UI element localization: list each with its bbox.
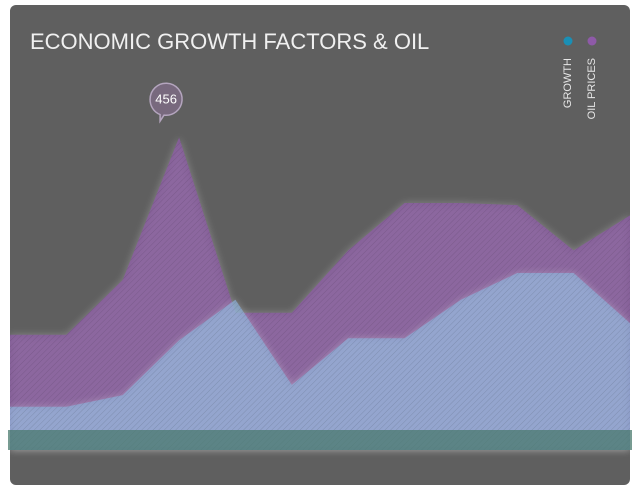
tooltip-label: 456	[155, 92, 177, 107]
legend-label: OIL PRICES	[586, 58, 598, 119]
area-hatch	[10, 273, 630, 450]
baseline-band	[8, 430, 632, 450]
plot-area	[10, 137, 630, 450]
tooltip-bubble	[149, 82, 183, 124]
legend-swatch	[587, 36, 597, 46]
chart-title: ECONOMIC GROWTH FACTORS & OIL	[30, 29, 429, 54]
legend-label: GROWTH	[562, 58, 574, 108]
legend-swatch	[563, 36, 573, 46]
